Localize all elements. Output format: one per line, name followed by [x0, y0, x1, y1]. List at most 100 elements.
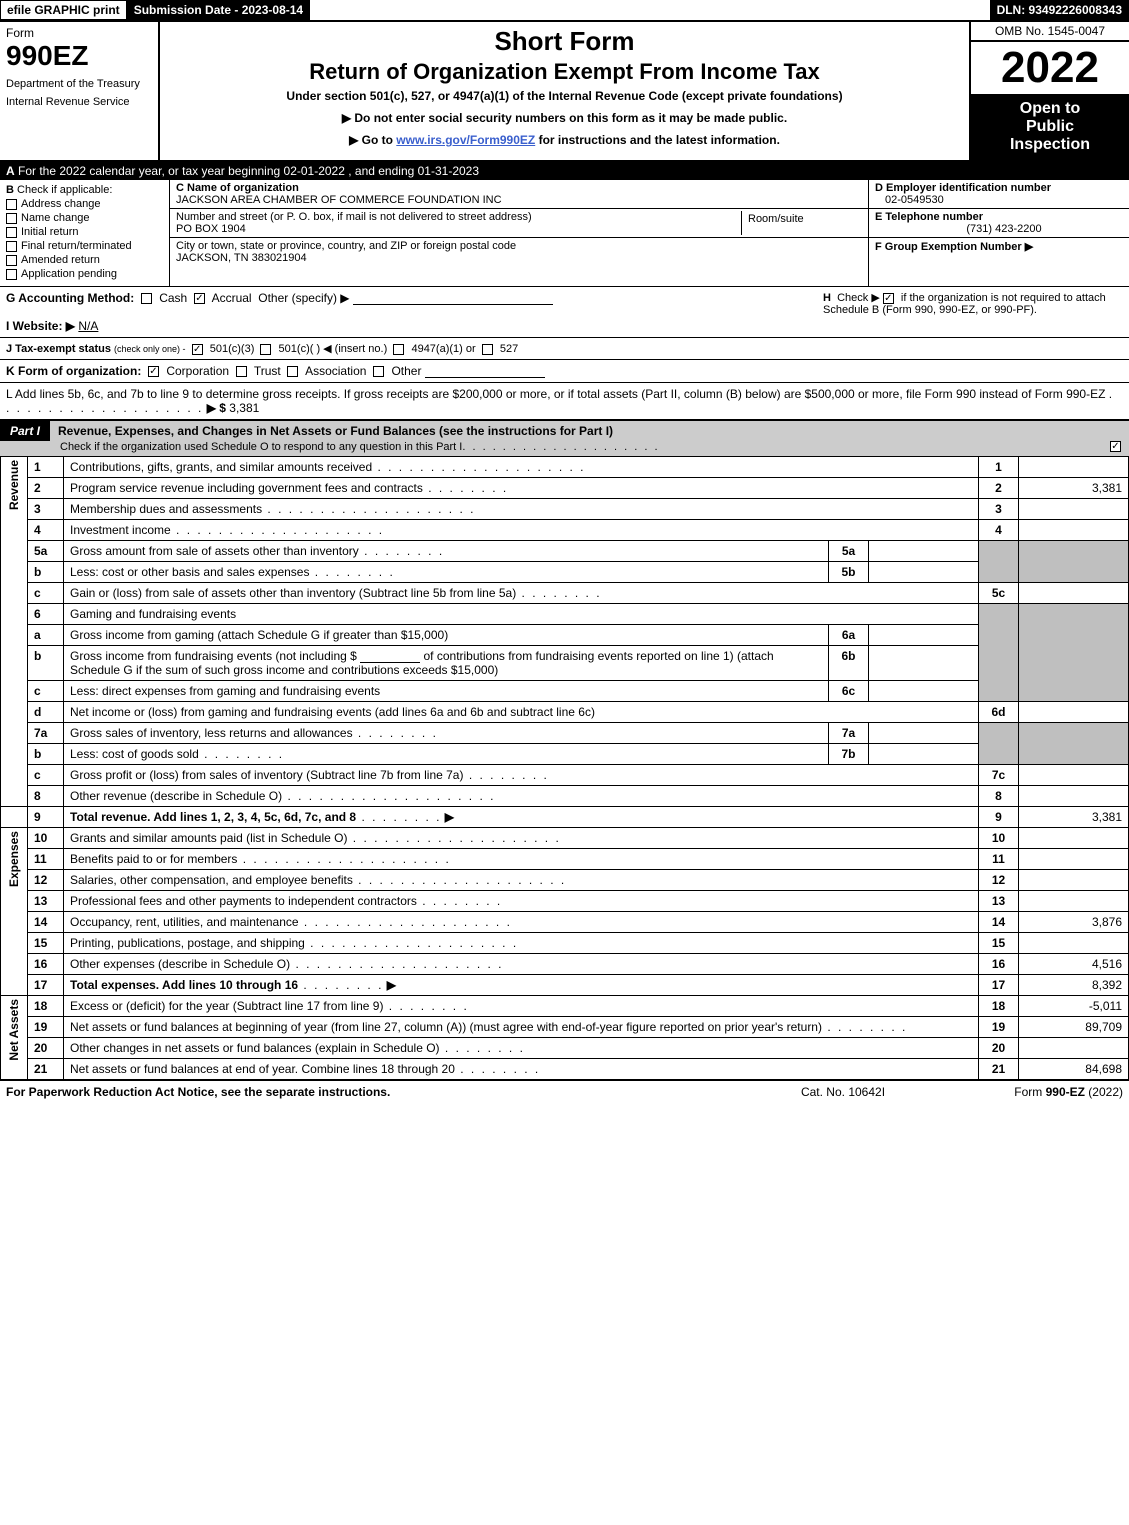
header-center: Short Form Return of Organization Exempt…	[160, 22, 969, 160]
l20-num: 20	[28, 1038, 64, 1059]
l5b-num: b	[28, 562, 64, 583]
line-6a: a Gross income from gaming (attach Sched…	[1, 625, 1129, 646]
l2-val: 3,381	[1019, 478, 1129, 499]
chk-assoc[interactable]	[287, 366, 298, 377]
l7c-num: c	[28, 765, 64, 786]
l6-num: 6	[28, 604, 64, 625]
line-6d: d Net income or (loss) from gaming and f…	[1, 702, 1129, 723]
l15-val	[1019, 933, 1129, 954]
l9-arrow: ▶	[445, 810, 454, 824]
chk-501c[interactable]	[260, 344, 271, 355]
l6-desc: Gaming and fundraising events	[64, 604, 979, 625]
l13-num: 13	[28, 891, 64, 912]
row-a-tax-year: A For the 2022 calendar year, or tax yea…	[0, 162, 1129, 180]
l6c-ival	[869, 681, 979, 702]
open-line1: Open to	[975, 100, 1125, 118]
l10-num: 10	[28, 828, 64, 849]
line-10: Expenses 10 Grants and similar amounts p…	[1, 828, 1129, 849]
chk-address-change[interactable]: Address change	[6, 198, 163, 210]
line-14: 14 Occupancy, rent, utilities, and maint…	[1, 912, 1129, 933]
k-other-blank[interactable]	[425, 377, 545, 378]
chk-application-pending[interactable]: Application pending	[6, 268, 163, 280]
l1-desc: Contributions, gifts, grants, and simila…	[64, 457, 979, 478]
part1-dots	[462, 441, 1110, 453]
c-city-label: City or town, state or province, country…	[176, 240, 516, 252]
l6a-ival	[869, 625, 979, 646]
l2-num: 2	[28, 478, 64, 499]
line-20: 20 Other changes in net assets or fund b…	[1, 1038, 1129, 1059]
c-room-label: Room/suite	[748, 213, 804, 225]
l-text: L Add lines 5b, 6c, and 7b to line 9 to …	[6, 387, 1105, 401]
line-7b: b Less: cost of goods sold 7b	[1, 744, 1129, 765]
section-h: H Check ▶ if the organization is not req…	[823, 291, 1123, 333]
chk-initial-return-label: Initial return	[21, 226, 78, 238]
chk-trust[interactable]	[236, 366, 247, 377]
c-city-value: JACKSON, TN 383021904	[176, 252, 307, 264]
l6a-num: a	[28, 625, 64, 646]
l5c-rnum: 5c	[979, 583, 1019, 604]
chk-initial-return[interactable]: Initial return	[6, 226, 163, 238]
dln-label: DLN: 93492226008343	[990, 0, 1129, 20]
l5b-inum: 5b	[829, 562, 869, 583]
chk-corp[interactable]	[148, 366, 159, 377]
line-1: Revenue 1 Contributions, gifts, grants, …	[1, 457, 1129, 478]
chk-kother[interactable]	[373, 366, 384, 377]
chk-cash[interactable]	[141, 293, 152, 304]
chk-final-return[interactable]: Final return/terminated	[6, 240, 163, 252]
chk-4947[interactable]	[393, 344, 404, 355]
footer-catno: Cat. No. 10642I	[743, 1085, 943, 1099]
part1-checkbox[interactable]	[1110, 441, 1121, 452]
chk-amended-return[interactable]: Amended return	[6, 254, 163, 266]
chk-h[interactable]	[883, 293, 894, 304]
l7ab-shade-val	[1019, 723, 1129, 765]
l5c-val	[1019, 583, 1129, 604]
l9-num: 9	[28, 807, 64, 828]
l18-num: 18	[28, 996, 64, 1017]
line-9: 9 Total revenue. Add lines 1, 2, 3, 4, 5…	[1, 807, 1129, 828]
l13-desc: Professional fees and other payments to …	[64, 891, 979, 912]
k-trust: Trust	[254, 364, 281, 378]
l2-desc: Program service revenue including govern…	[64, 478, 979, 499]
revenue-rotate-end	[1, 807, 28, 828]
instr2-suffix: for instructions and the latest informat…	[535, 133, 780, 147]
l6b-ival	[869, 646, 979, 681]
chk-accrual[interactable]	[194, 293, 205, 304]
l6a-inum: 6a	[829, 625, 869, 646]
l5b-ival	[869, 562, 979, 583]
l17-desc: Total expenses. Add lines 10 through 16 …	[64, 975, 979, 996]
line-12: 12 Salaries, other compensation, and emp…	[1, 870, 1129, 891]
chk-501c3[interactable]	[192, 344, 203, 355]
g-cash: Cash	[159, 291, 187, 305]
l16-val: 4,516	[1019, 954, 1129, 975]
l5a-desc: Gross amount from sale of assets other t…	[64, 541, 829, 562]
line-18: Net Assets 18 Excess or (deficit) for th…	[1, 996, 1129, 1017]
l17-arrow: ▶	[387, 978, 396, 992]
l7c-val	[1019, 765, 1129, 786]
l4-num: 4	[28, 520, 64, 541]
g-other-blank[interactable]	[353, 304, 553, 305]
netassets-rotate-label: Net Assets	[7, 999, 21, 1061]
netassets-rotate: Net Assets	[1, 996, 28, 1080]
chk-name-change[interactable]: Name change	[6, 212, 163, 224]
i-value: N/A	[78, 319, 98, 333]
line-2: 2 Program service revenue including gove…	[1, 478, 1129, 499]
l7a-num: 7a	[28, 723, 64, 744]
line-5c: c Gain or (loss) from sale of assets oth…	[1, 583, 1129, 604]
line-5b: b Less: cost or other basis and sales ex…	[1, 562, 1129, 583]
irs-link[interactable]: www.irs.gov/Form990EZ	[396, 133, 535, 147]
g-other: Other (specify) ▶	[258, 291, 349, 305]
section-def: D Employer identification number 02-0549…	[869, 180, 1129, 286]
e-value: (731) 423-2200	[885, 223, 1123, 235]
l17-rnum: 17	[979, 975, 1019, 996]
l12-desc: Salaries, other compensation, and employ…	[64, 870, 979, 891]
i-label: I Website: ▶	[6, 319, 75, 333]
line-13: 13 Professional fees and other payments …	[1, 891, 1129, 912]
e-label: E Telephone number	[875, 211, 983, 223]
l6d-val	[1019, 702, 1129, 723]
l8-desc: Other revenue (describe in Schedule O)	[64, 786, 979, 807]
l13-rnum: 13	[979, 891, 1019, 912]
l15-rnum: 15	[979, 933, 1019, 954]
short-form-title: Short Form	[170, 26, 959, 57]
expenses-rotate: Expenses	[1, 828, 28, 996]
chk-527[interactable]	[482, 344, 493, 355]
